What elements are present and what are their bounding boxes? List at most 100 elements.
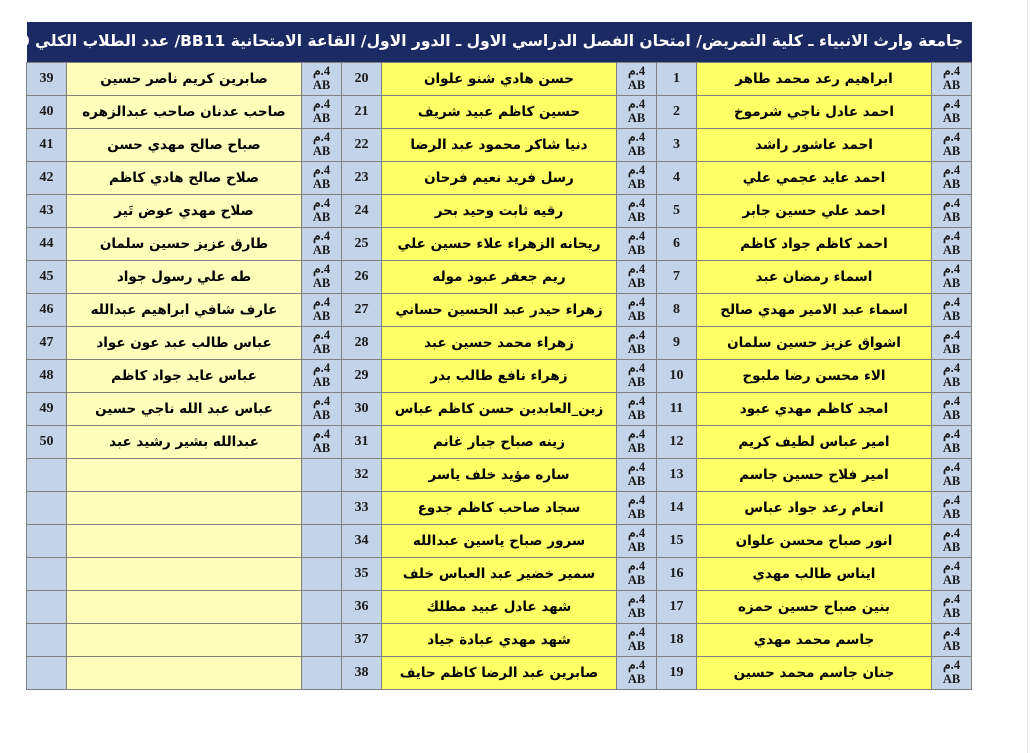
- attendance-marker-cell: 4.م AB: [616, 193, 657, 228]
- table-row: 4.م AB جاسم محمد مهدي 18 4.م AB شهد مهدي عبادة…: [26, 622, 972, 657]
- marker-line-1: 4.م: [942, 64, 961, 79]
- marker-line-2: AB: [312, 143, 331, 158]
- student-number-cell: 16: [656, 556, 697, 591]
- table-row: 4.م AB احمد عادل ناجي شرموخ 2 4.م AB حسين كاظم…: [26, 94, 972, 129]
- student-name-cell: سرور صباح ياسين عبدالله: [381, 523, 617, 558]
- marker-line-1: 4.م: [942, 493, 961, 508]
- student-name-cell: جاسم محمد مهدي: [696, 622, 932, 657]
- marker-line-2: AB: [942, 440, 961, 455]
- marker-line-2: AB: [942, 242, 961, 257]
- attendance-marker-cell: 4.م AB: [931, 622, 972, 657]
- marker-line-2: AB: [312, 77, 331, 92]
- marker-line-2: AB: [942, 539, 961, 554]
- marker-line-2: AB: [942, 374, 961, 389]
- table-row: 4.م AB الاء محسن رضا ملبوح 10 4.م AB زهراء ناف…: [26, 358, 972, 393]
- marker-line-1: 4.م: [627, 229, 646, 244]
- marker-line-1: 4.م: [942, 394, 961, 409]
- student-number-cell: 31: [341, 424, 382, 459]
- student-number-cell: 32: [341, 457, 382, 492]
- attendance-marker-cell: 4.م AB: [931, 358, 972, 393]
- attendance-marker-cell: 4.م AB: [616, 160, 657, 195]
- attendance-marker-cell: 4.م AB: [616, 391, 657, 426]
- attendance-marker-cell: 4.م AB: [616, 127, 657, 162]
- marker-line-2: AB: [942, 77, 961, 92]
- page-edge-line: [1027, 0, 1028, 753]
- student-number-cell: 2: [656, 94, 697, 129]
- table-row: 4.م AB اسماء رمضان عبد 7 4.م AB ريم جعفر عبود …: [26, 259, 972, 294]
- attendance-marker-cell: 4.م AB: [616, 523, 657, 558]
- empty-marker-cell: [301, 523, 342, 558]
- student-number-cell: 36: [341, 589, 382, 624]
- marker-line-2: AB: [942, 143, 961, 158]
- marker-line-2: AB: [942, 110, 961, 125]
- attendance-marker-cell: 4.م AB: [301, 193, 342, 228]
- empty-name-cell: [66, 556, 302, 591]
- table-row: 4.م AB اشواق عزيز حسين سلمان 9 4.م AB زهراء مح…: [26, 325, 972, 360]
- marker-line-1: 4.م: [942, 328, 961, 343]
- attendance-marker-cell: 4.م AB: [616, 94, 657, 129]
- marker-line-2: AB: [312, 110, 331, 125]
- student-name-cell: امير فلاح حسين جاسم: [696, 457, 932, 492]
- attendance-marker-cell: 4.م AB: [931, 556, 972, 591]
- empty-number-cell: [26, 655, 67, 690]
- student-name-cell: صاحب عدنان صاحب عبدالزهره: [66, 94, 302, 129]
- empty-number-cell: [26, 589, 67, 624]
- marker-line-1: 4.م: [942, 163, 961, 178]
- marker-line-1: 4.م: [312, 394, 331, 409]
- student-number-cell: 17: [656, 589, 697, 624]
- marker-line-2: AB: [942, 275, 961, 290]
- marker-line-1: 4.م: [312, 229, 331, 244]
- attendance-marker-cell: 4.م AB: [301, 424, 342, 459]
- student-number-cell: 38: [341, 655, 382, 690]
- student-name-cell: احمد عادل ناجي شرموخ: [696, 94, 932, 129]
- student-number-cell: 18: [656, 622, 697, 657]
- marker-line-2: AB: [627, 407, 646, 422]
- attendance-marker-cell: 4.م AB: [931, 457, 972, 492]
- empty-name-cell: [66, 457, 302, 492]
- marker-line-1: 4.م: [942, 460, 961, 475]
- marker-line-2: AB: [312, 374, 331, 389]
- marker-line-2: AB: [942, 407, 961, 422]
- attendance-marker-cell: 4.م AB: [301, 325, 342, 360]
- attendance-marker-cell: 4.م AB: [931, 94, 972, 129]
- student-number-cell: 35: [341, 556, 382, 591]
- marker-line-1: 4.م: [942, 625, 961, 640]
- table-row: 4.م AB انعام رعد جواد عباس 14 4.م AB سجاد صاحب…: [26, 490, 972, 525]
- marker-line-2: AB: [627, 110, 646, 125]
- table-row: 4.م AB امجد كاظم مهدي عبود 11 4.م AB زين_العاب…: [26, 391, 972, 426]
- marker-line-1: 4.م: [312, 262, 331, 277]
- marker-line-1: 4.م: [312, 163, 331, 178]
- student-name-cell: شهد مهدي عبادة جياد: [381, 622, 617, 657]
- attendance-marker-cell: 4.م AB: [931, 193, 972, 228]
- table-row: 4.م AB احمد عايد عجمي علي 4 4.م AB رسل فريد نع…: [26, 160, 972, 195]
- student-number-cell: 48: [26, 358, 67, 393]
- student-number-cell: 44: [26, 226, 67, 261]
- student-number-cell: 20: [341, 61, 382, 96]
- marker-line-1: 4.م: [627, 64, 646, 79]
- student-name-cell: رسل فريد نعيم فرحان: [381, 160, 617, 195]
- marker-line-1: 4.م: [627, 658, 646, 673]
- student-name-cell: عارف شافي ابراهيم عبدالله: [66, 292, 302, 327]
- student-name-cell: بنين صباح حسين حمزه: [696, 589, 932, 624]
- marker-line-2: AB: [942, 572, 961, 587]
- empty-marker-cell: [301, 622, 342, 657]
- student-number-cell: 42: [26, 160, 67, 195]
- student-name-cell: شهد عادل عبيد مطلك: [381, 589, 617, 624]
- student-number-cell: 4: [656, 160, 697, 195]
- marker-line-2: AB: [942, 671, 961, 686]
- student-number-cell: 45: [26, 259, 67, 294]
- marker-line-1: 4.م: [627, 592, 646, 607]
- marker-line-2: AB: [942, 473, 961, 488]
- marker-line-2: AB: [312, 308, 331, 323]
- student-name-cell: زين_العابدين حسن كاظم عباس: [381, 391, 617, 426]
- student-name-cell: زهراء نافع طالب بدر: [381, 358, 617, 393]
- marker-line-2: AB: [942, 209, 961, 224]
- attendance-marker-cell: 4.م AB: [301, 259, 342, 294]
- student-name-cell: احمد عاشور راشد: [696, 127, 932, 162]
- empty-marker-cell: [301, 490, 342, 525]
- attendance-marker-cell: 4.م AB: [301, 94, 342, 129]
- student-name-cell: ساره مؤيد خلف ياسر: [381, 457, 617, 492]
- student-name-cell: عباس عبد الله ناجي حسين: [66, 391, 302, 426]
- attendance-marker-cell: 4.م AB: [616, 259, 657, 294]
- attendance-marker-cell: 4.م AB: [616, 325, 657, 360]
